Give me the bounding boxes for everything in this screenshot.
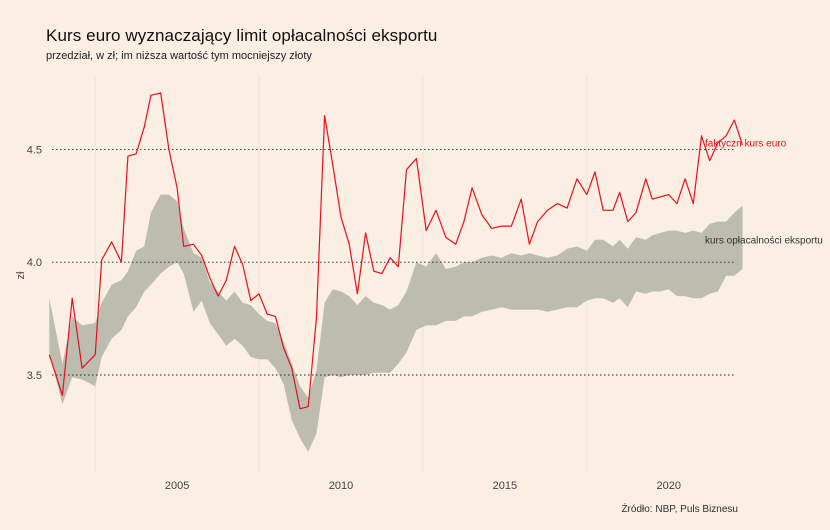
y-tick-label: 4.0 (27, 257, 42, 269)
export-profitability-band (49, 194, 743, 452)
export-band-layer (49, 194, 743, 452)
x-tick-label: 2020 (656, 480, 680, 492)
rate-line-layer (48, 92, 744, 410)
actual-euro-rate-line (48, 92, 744, 410)
x-tick-label: 2005 (165, 480, 189, 492)
line-series-label: faktyczn kurs euro (705, 139, 787, 150)
series-labels: faktyczn kurs euro kurs opłacalności eksp… (705, 139, 823, 247)
x-tick-label: 2010 (329, 480, 353, 492)
y-tick-label: 4.5 (27, 144, 42, 156)
chart-subtitle: przedział, w zł; im niższa wartość tym m… (46, 50, 312, 62)
x-tick-label: 2015 (493, 480, 517, 492)
chart-title: Kurs euro wyznaczający limit opłacalnośc… (46, 26, 438, 45)
band-series-label: kurs opłacalności eksportu (705, 236, 823, 247)
axis-labels: 3.5 4.0 4.5 2005 2010 2015 2020 zł (15, 144, 681, 492)
y-tick-label: 3.5 (27, 370, 42, 382)
chart-source: Źródło: NBP, Puls Biznesu (621, 504, 738, 515)
y-axis-label: zł (15, 271, 27, 280)
